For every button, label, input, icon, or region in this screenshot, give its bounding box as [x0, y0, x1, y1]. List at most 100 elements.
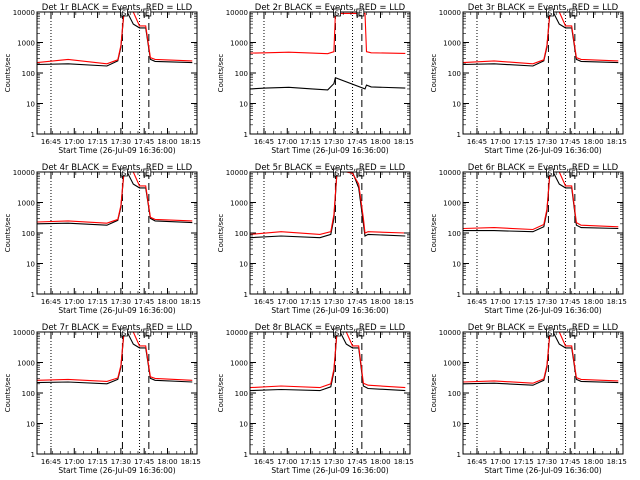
y-tick-label: 10000: [226, 329, 248, 337]
x-tick-label: 18:15: [181, 298, 201, 306]
x-tick-label: 18:00: [583, 298, 603, 306]
x-tick-label: 18:15: [607, 458, 627, 466]
y-tick-label: 10: [452, 101, 461, 109]
x-tick-label: 17:30: [537, 298, 557, 306]
y-tick-label: 1: [31, 291, 35, 299]
series-line-lld: [37, 12, 193, 65]
plot-frame: [36, 11, 198, 135]
y-tick-label: 100: [448, 230, 461, 238]
y-tick-label: 1: [31, 131, 35, 139]
x-tick-label: 17:45: [134, 458, 154, 466]
x-tick-label: 16:45: [467, 298, 487, 306]
x-tick-label: 18:15: [394, 138, 414, 146]
x-tick-label: 17:45: [347, 458, 367, 466]
y-axis-label: Counts/sec: [217, 54, 225, 93]
series-line-events: [250, 332, 406, 392]
y-tick-label: 10000: [439, 9, 461, 17]
x-tick-label: 17:30: [111, 138, 131, 146]
x-tick-label: 18:00: [370, 458, 390, 466]
y-axis-label: Counts/sec: [430, 214, 438, 253]
x-tick-label: 17:30: [324, 458, 344, 466]
chart-title: Det 4r BLACK = Events, RED = LLD: [42, 163, 193, 173]
y-tick-label: 10: [239, 261, 248, 269]
plot-frame: [462, 331, 624, 455]
y-tick-label: 10000: [226, 9, 248, 17]
chart-title: Det 5r BLACK = Events, RED = LLD: [255, 163, 406, 173]
x-tick-label: 17:15: [300, 138, 320, 146]
y-tick-label: 10: [452, 421, 461, 429]
x-tick-label: 18:15: [607, 138, 627, 146]
x-tick-label: 18:15: [181, 138, 201, 146]
marker-label-s: S: [122, 170, 127, 178]
y-tick-label: 100: [235, 230, 248, 238]
x-tick-label: 17:30: [537, 458, 557, 466]
x-tick-label: 18:00: [157, 298, 177, 306]
x-axis-label: Start Time (26-Jul-09 16:36:00): [484, 306, 601, 315]
y-tick-label: 1000: [230, 360, 248, 368]
x-axis-label: Start Time (26-Jul-09 16:36:00): [271, 146, 388, 155]
x-tick-label: 18:00: [583, 138, 603, 146]
y-tick-label: 10000: [226, 169, 248, 177]
y-tick-label: 100: [235, 390, 248, 398]
y-tick-label: 1: [457, 131, 461, 139]
series-line-lld: [37, 332, 193, 382]
marker-label-s: S: [335, 10, 340, 18]
marker-label-s: S: [122, 10, 127, 18]
y-tick-label: 10: [239, 421, 248, 429]
marker-label-e: E: [145, 170, 149, 178]
x-tick-label: 16:45: [254, 298, 274, 306]
chart-title: Det 6r BLACK = Events, RED = LLD: [468, 163, 619, 173]
x-axis-label: Start Time (26-Jul-09 16:36:00): [271, 466, 388, 475]
x-tick-label: 17:00: [277, 298, 297, 306]
x-tick-label: 17:15: [87, 138, 107, 146]
y-tick-label: 1000: [230, 40, 248, 48]
plot-frame: [249, 331, 411, 455]
chart-title: Det 3r BLACK = Events, RED = LLD: [468, 3, 619, 13]
x-tick-label: 17:00: [277, 138, 297, 146]
marker-label-e: E: [145, 10, 149, 18]
series-line-lld: [463, 12, 619, 65]
y-axis-label: Counts/sec: [4, 374, 12, 413]
y-tick-label: 1000: [230, 200, 248, 208]
y-tick-label: 10: [26, 421, 35, 429]
plot-frame: [462, 171, 624, 295]
x-axis-label: Start Time (26-Jul-09 16:36:00): [58, 466, 175, 475]
x-tick-label: 17:45: [134, 138, 154, 146]
x-tick-label: 18:00: [370, 138, 390, 146]
x-tick-label: 16:45: [41, 458, 61, 466]
marker-label-s: S: [122, 330, 127, 338]
series-line-events: [463, 332, 619, 386]
y-tick-label: 100: [22, 230, 35, 238]
x-tick-label: 17:00: [64, 458, 84, 466]
x-tick-label: 16:45: [254, 458, 274, 466]
x-tick-label: 18:00: [370, 298, 390, 306]
plot-frame: [462, 11, 624, 135]
y-tick-label: 1000: [443, 360, 461, 368]
x-tick-label: 18:00: [583, 458, 603, 466]
x-tick-label: 17:15: [300, 298, 320, 306]
x-tick-label: 17:00: [490, 138, 510, 146]
marker-label-e: E: [571, 330, 575, 338]
y-tick-label: 100: [448, 70, 461, 78]
y-tick-label: 1000: [17, 360, 35, 368]
series-line-events: [250, 76, 406, 91]
x-tick-label: 17:00: [490, 458, 510, 466]
x-tick-label: 18:15: [181, 458, 201, 466]
x-tick-label: 17:00: [64, 138, 84, 146]
series-line-lld: [37, 172, 193, 224]
x-tick-label: 17:00: [490, 298, 510, 306]
marker-label-e: E: [145, 330, 149, 338]
x-tick-label: 16:45: [467, 138, 487, 146]
x-axis-label: Start Time (26-Jul-09 16:36:00): [58, 146, 175, 155]
x-tick-label: 17:15: [513, 138, 533, 146]
chart-title: Det 1r BLACK = Events, RED = LLD: [42, 3, 193, 13]
y-tick-label: 100: [448, 390, 461, 398]
plot-frame: [36, 171, 198, 295]
y-axis-label: Counts/sec: [4, 54, 12, 93]
y-tick-label: 1000: [17, 200, 35, 208]
